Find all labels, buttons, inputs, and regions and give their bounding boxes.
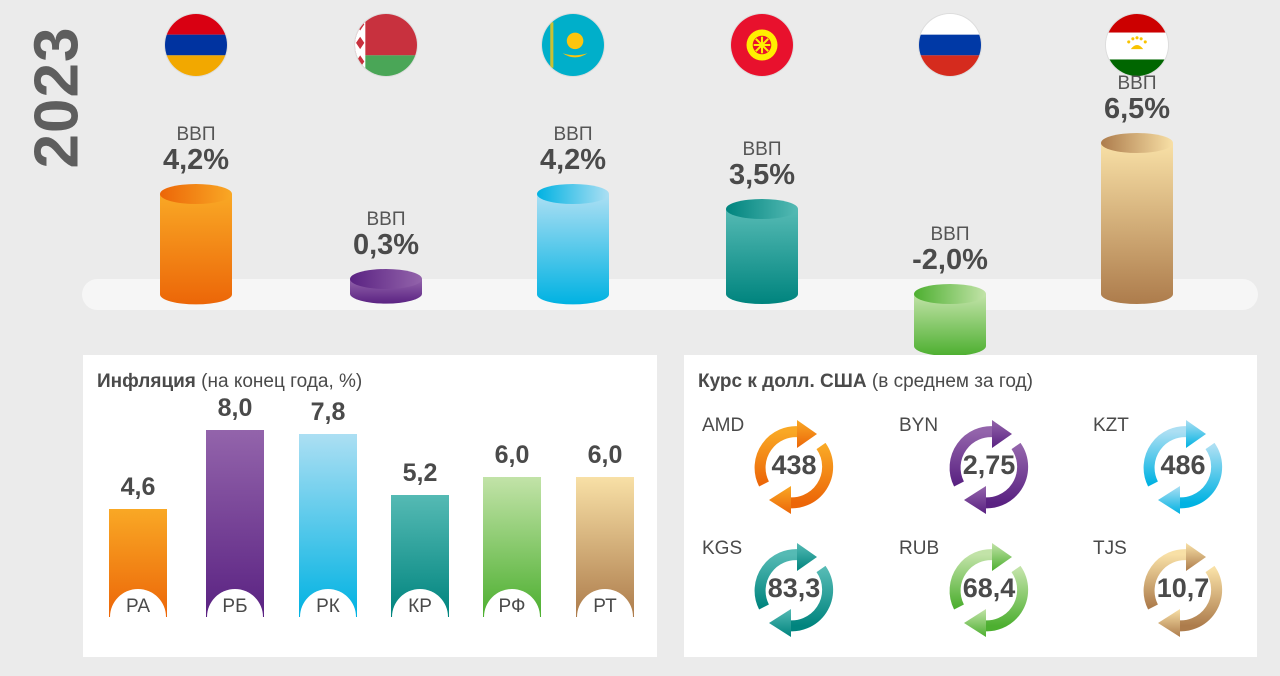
inflation-value: 6,0 xyxy=(587,440,623,469)
inflation-panel: Инфляция (на конец года, %) 4,6 РА 8,0 РБ 7,… xyxy=(83,355,657,657)
belarus-flag xyxy=(355,14,417,76)
kazakhstan-flag xyxy=(542,14,604,76)
exchange-rate-value: 438 xyxy=(771,450,817,480)
exchange-rate-value: 68,4 xyxy=(962,573,1016,603)
exchange-subtitle: (в среднем за год) xyxy=(871,371,1033,392)
exchange-rate-value: 83,3 xyxy=(767,573,821,603)
inflation-bar xyxy=(299,434,357,617)
kyrgyzstan-flag xyxy=(731,14,793,76)
exchange-title: Курс к долл. США (в среднем за год) xyxy=(698,371,1033,393)
tajikistan-flag xyxy=(1106,14,1168,76)
inflation-title: Инфляция (на конец года, %) xyxy=(97,371,362,393)
exchange-cycle-icon xyxy=(949,543,1029,637)
inflation-value: 5,2 xyxy=(402,459,438,488)
exchange-title-main: Курс к долл. США xyxy=(698,371,867,392)
exchange-rate-value: 10,7 xyxy=(1156,573,1210,603)
russia-flag xyxy=(919,14,981,76)
gdp-value: 3,5% xyxy=(728,159,796,191)
exchange-cycle-icon xyxy=(754,543,834,637)
armenia-flag xyxy=(165,14,227,76)
currency-code: AMD xyxy=(702,415,745,436)
gdp-label: ВВП xyxy=(1117,73,1157,94)
currency-code: RUB xyxy=(899,538,940,559)
gdp-value: 0,3% xyxy=(352,229,420,262)
exchange-cycle-icon xyxy=(949,420,1029,514)
gdp-value: 4,2% xyxy=(539,143,607,176)
gdp-cylinder xyxy=(350,269,422,304)
currency-code: BYN xyxy=(899,415,939,436)
currency-code: KZT xyxy=(1093,415,1129,436)
inflation-subtitle: (на конец года, %) xyxy=(201,371,363,392)
currency-code: TJS xyxy=(1093,538,1127,559)
gdp-cylinder xyxy=(914,284,986,356)
year-label: 2023 xyxy=(22,26,92,169)
gdp-label: ВВП xyxy=(742,139,782,160)
currency-code: KGS xyxy=(702,538,743,559)
gdp-value: 6,5% xyxy=(1103,93,1171,125)
exchange-rate-value: 2,75 xyxy=(962,450,1016,480)
gdp-cylinder xyxy=(1101,133,1173,304)
inflation-title-main: Инфляция xyxy=(97,371,196,392)
inflation-bar xyxy=(206,429,264,617)
gdp-label: ВВП xyxy=(176,123,216,145)
inflation-value: 6,0 xyxy=(494,440,530,469)
gdp-cylinder xyxy=(160,183,232,304)
gdp-value: 4,2% xyxy=(162,143,230,176)
gdp-value: -2,0% xyxy=(912,244,988,276)
gdp-cylinder xyxy=(726,199,798,304)
exchange-panel: Курс к долл. США (в среднем за год) AMD … xyxy=(684,355,1257,657)
inflation-value: 8,0 xyxy=(217,393,253,422)
exchange-cycle-icon xyxy=(1143,543,1223,637)
exchange-rate-value: 486 xyxy=(1160,450,1206,480)
gdp-cylinder xyxy=(537,183,609,304)
gdp-label: ВВП xyxy=(930,224,970,245)
exchange-cycle-icon xyxy=(1143,420,1223,514)
gdp-label: ВВП xyxy=(553,123,593,145)
exchange-cycle-icon xyxy=(754,420,834,514)
inflation-value: 4,6 xyxy=(120,473,156,502)
gdp-label: ВВП xyxy=(366,209,406,231)
gdp-baseline xyxy=(82,279,1258,310)
inflation-value: 7,8 xyxy=(310,398,346,427)
